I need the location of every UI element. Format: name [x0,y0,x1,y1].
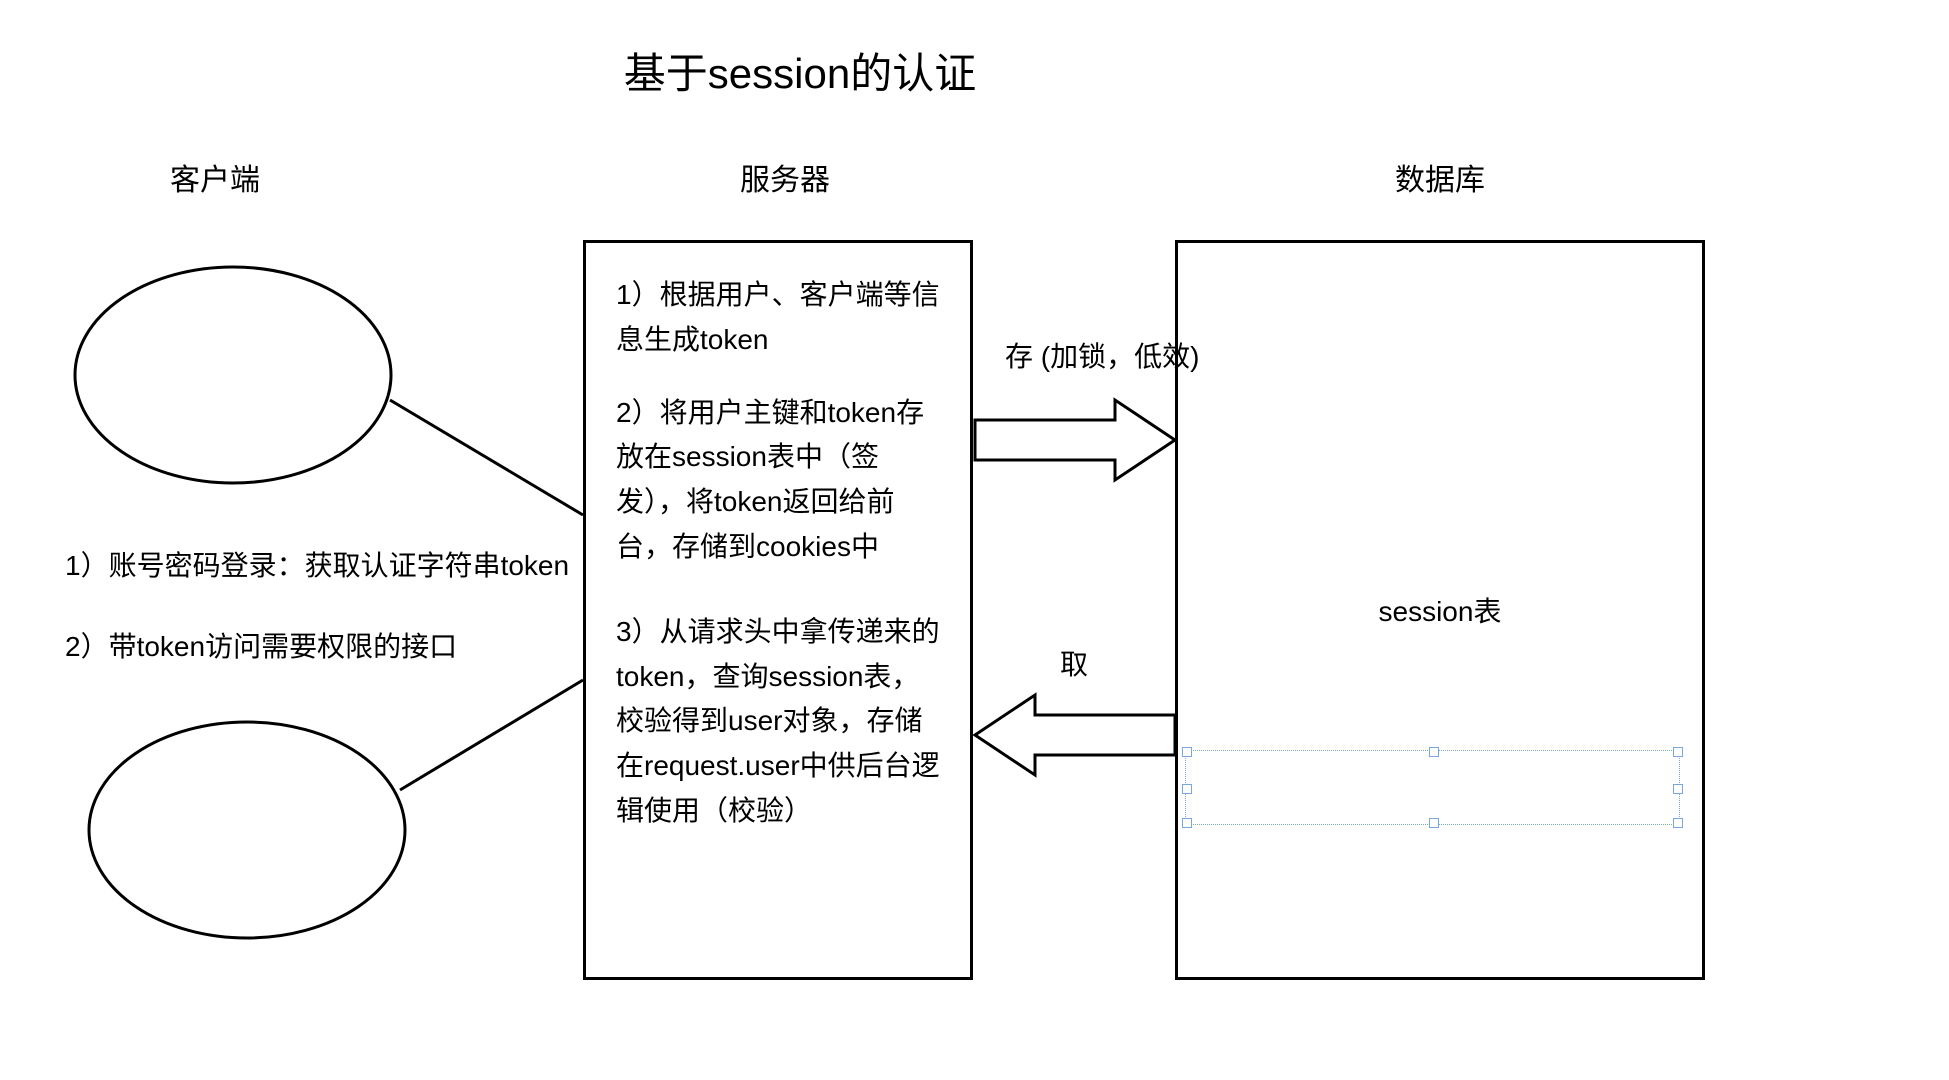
selection-outline[interactable] [1185,750,1680,825]
fetch-arrow-label: 取 [1060,643,1088,683]
store-arrow-icon [975,400,1175,480]
fetch-arrow-icon [975,695,1175,775]
store-arrow-label: 存 (加锁，低效) [1005,335,1199,375]
connector-lines [0,0,1949,1080]
